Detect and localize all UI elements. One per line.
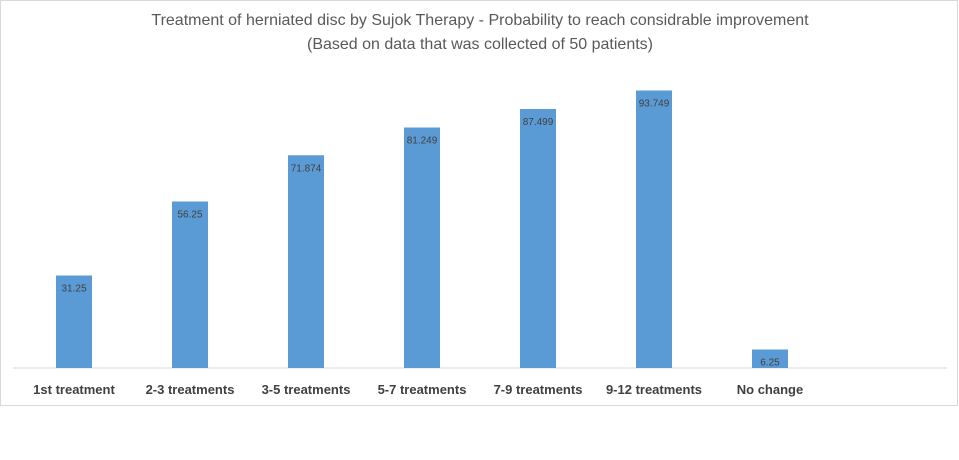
data-label-1: 31.25 <box>61 284 86 295</box>
data-label-3: 71.874 <box>291 163 322 174</box>
category-label-5: 7-9 treatments <box>494 382 583 397</box>
bar-4 <box>404 127 440 368</box>
data-label-5: 87.499 <box>523 117 554 128</box>
bar-1 <box>56 275 92 368</box>
data-label-2: 56.25 <box>177 210 202 221</box>
category-label-3: 3-5 treatments <box>262 382 351 397</box>
chart-subtitle: (Based on data that was collected of 50 … <box>307 36 653 53</box>
data-label-6: 93.749 <box>639 99 670 110</box>
category-label-1: 1st treatment <box>33 382 115 397</box>
bar-plot: 31.25 1st treatment 56.25 2-3 treatments 71.… <box>13 90 947 397</box>
category-label-6: 9-12 treatments <box>606 382 702 397</box>
chart-area: Treatment of herniated disc by Sujok The… <box>0 0 958 406</box>
bar-6 <box>636 90 672 368</box>
bar-5 <box>520 109 556 368</box>
bar-3 <box>288 155 324 368</box>
category-label-4: 5-7 treatments <box>378 382 467 397</box>
bar-2 <box>172 201 208 368</box>
data-label-4: 81.249 <box>407 136 438 147</box>
chart-title: Treatment of herniated disc by Sujok The… <box>151 12 809 29</box>
data-label-7: 6.25 <box>760 358 780 369</box>
bar-7 <box>752 349 788 368</box>
category-label-7: No change <box>737 382 803 397</box>
category-label-2: 2-3 treatments <box>146 382 235 397</box>
